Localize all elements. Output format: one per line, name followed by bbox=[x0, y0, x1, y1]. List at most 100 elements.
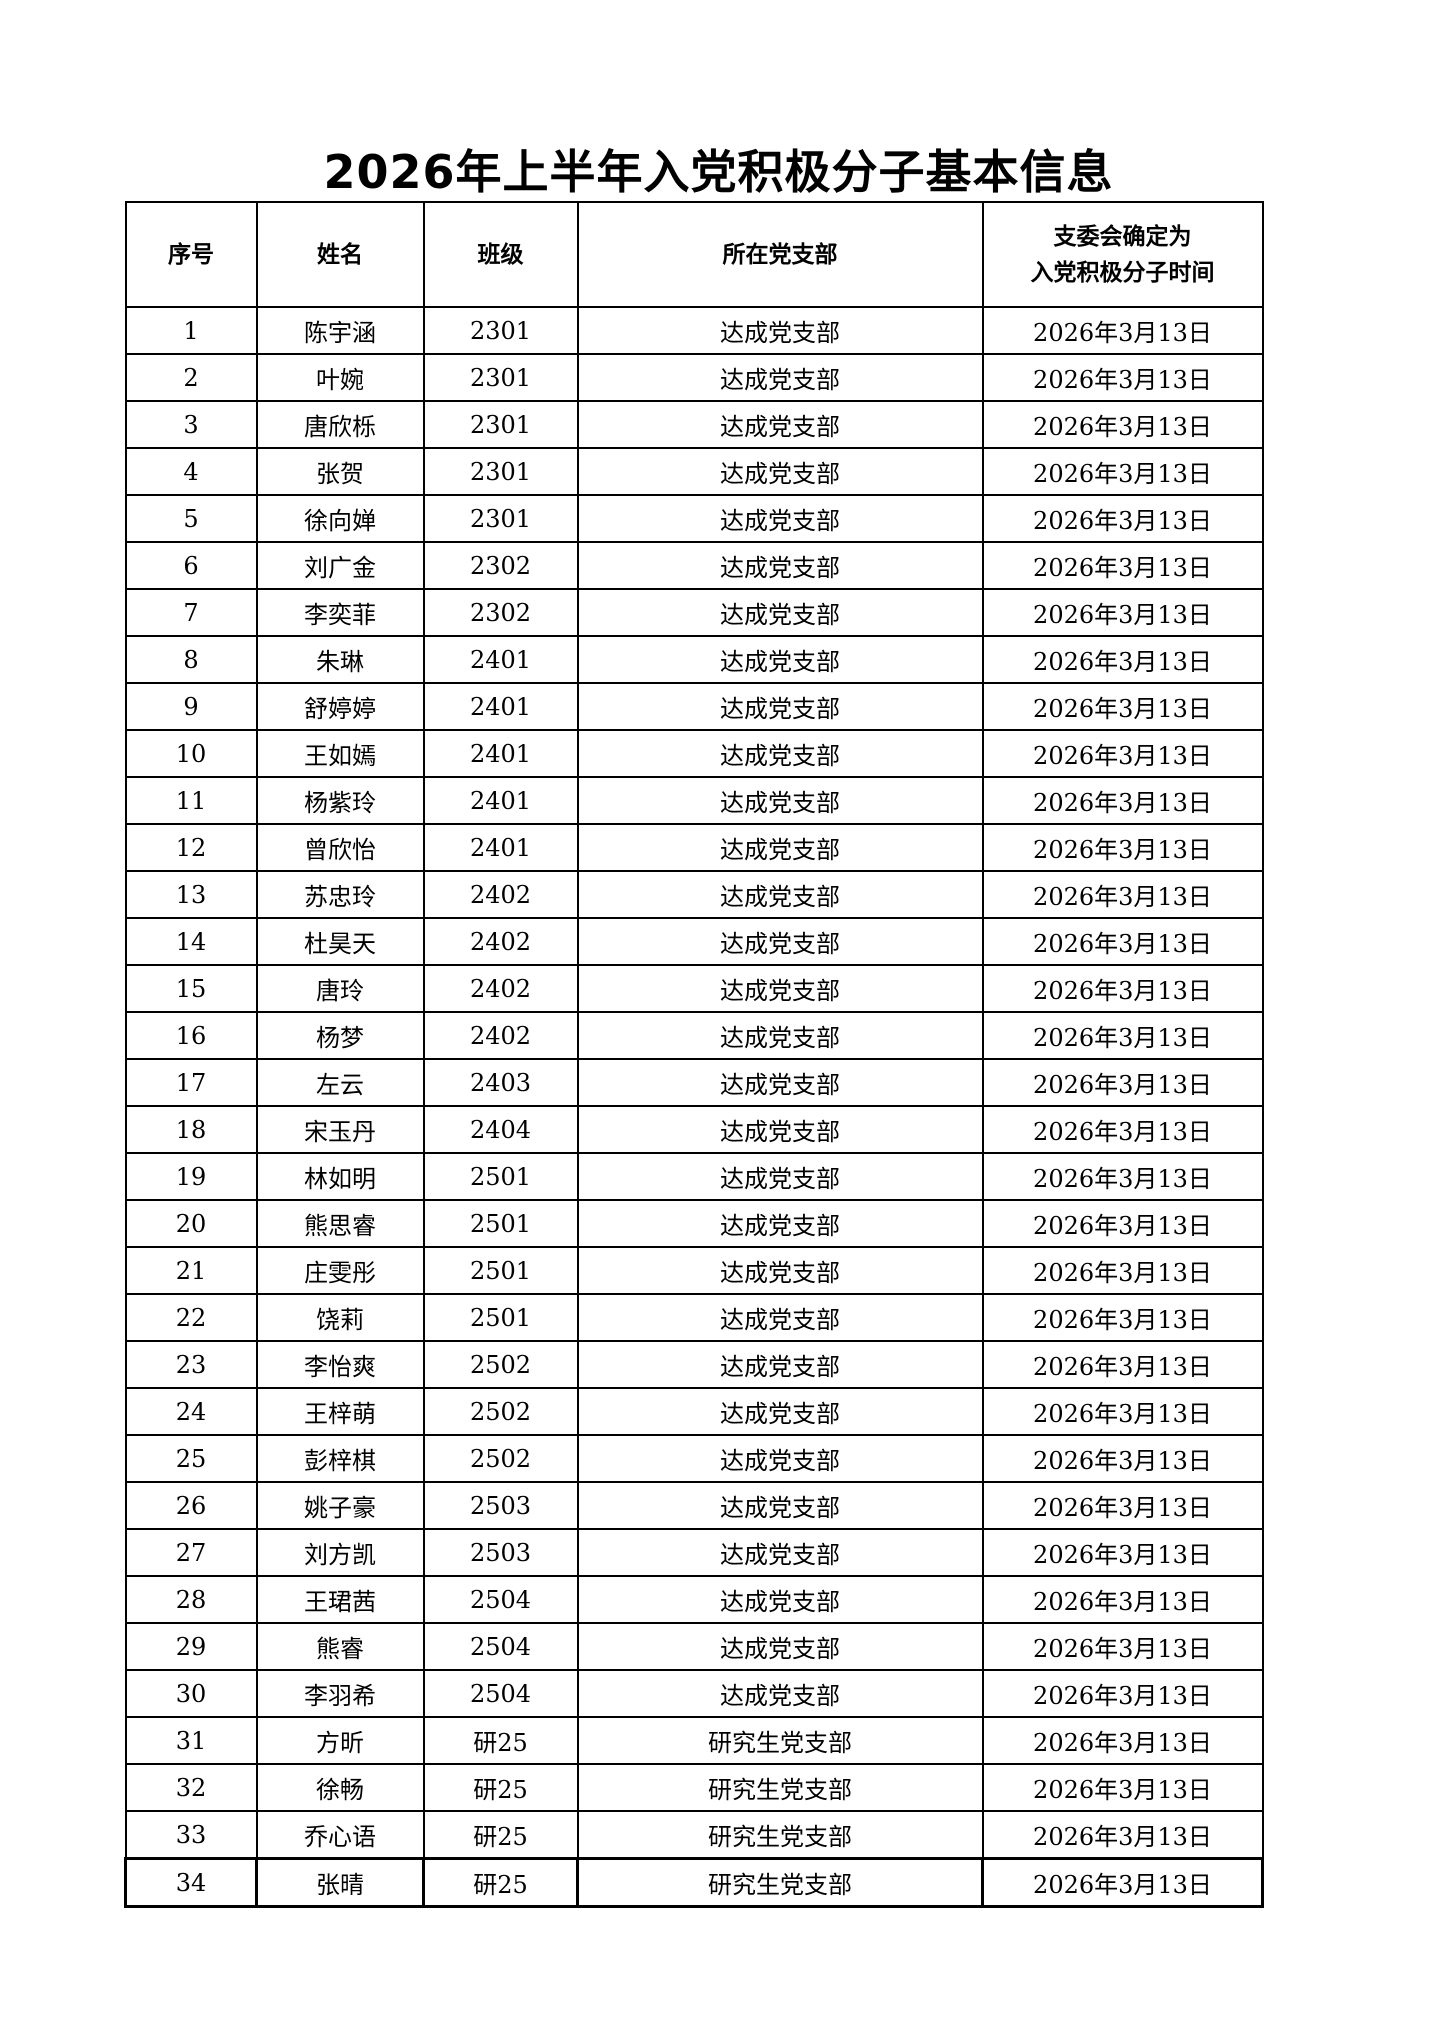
cell-name: 曾欣怡 bbox=[255, 823, 425, 872]
table-row: 34 张晴 研25 研究生党支部 2026年3月13日 bbox=[124, 1857, 1264, 1908]
cell-date: 2026年3月13日 bbox=[981, 1716, 1264, 1765]
cell-branch: 达成党支部 bbox=[576, 682, 984, 731]
cell-index: 25 bbox=[124, 1434, 258, 1483]
cell-name: 杨紫玲 bbox=[255, 776, 425, 825]
table-row: 16 杨梦 2402 达成党支部 2026年3月13日 bbox=[124, 1011, 1264, 1060]
cell-branch: 达成党支部 bbox=[576, 917, 984, 966]
table-row: 25 彭梓棋 2502 达成党支部 2026年3月13日 bbox=[124, 1434, 1264, 1483]
cell-date: 2026年3月13日 bbox=[981, 541, 1264, 590]
cell-name: 刘方凯 bbox=[255, 1528, 425, 1577]
cell-index: 30 bbox=[124, 1669, 258, 1718]
cell-branch: 研究生党支部 bbox=[576, 1716, 984, 1765]
cell-class: 2501 bbox=[422, 1152, 579, 1201]
cell-index: 33 bbox=[124, 1810, 258, 1860]
cell-branch: 达成党支部 bbox=[576, 1575, 984, 1624]
cell-branch: 达成党支部 bbox=[576, 541, 984, 590]
cell-date: 2026年3月13日 bbox=[981, 494, 1264, 543]
cell-class: 2501 bbox=[422, 1293, 579, 1342]
cell-index: 4 bbox=[124, 447, 258, 496]
cell-index: 21 bbox=[124, 1246, 258, 1295]
table-row: 1 陈宇涵 2301 达成党支部 2026年3月13日 bbox=[124, 306, 1264, 355]
cell-class: 2402 bbox=[422, 870, 579, 919]
table-row: 14 杜昊天 2402 达成党支部 2026年3月13日 bbox=[124, 917, 1264, 966]
cell-class: 2504 bbox=[422, 1575, 579, 1624]
cell-branch: 达成党支部 bbox=[576, 1434, 984, 1483]
cell-date: 2026年3月13日 bbox=[981, 1199, 1264, 1248]
table-row: 18 宋玉丹 2404 达成党支部 2026年3月13日 bbox=[124, 1105, 1264, 1154]
cell-index: 34 bbox=[124, 1857, 258, 1908]
cell-index: 18 bbox=[124, 1105, 258, 1154]
table-row: 4 张贺 2301 达成党支部 2026年3月13日 bbox=[124, 447, 1264, 496]
cell-class: 2401 bbox=[422, 635, 579, 684]
table-row: 20 熊思睿 2501 达成党支部 2026年3月13日 bbox=[124, 1199, 1264, 1248]
cell-name: 李怡爽 bbox=[255, 1340, 425, 1389]
cell-branch: 达成党支部 bbox=[576, 1011, 984, 1060]
cell-name: 叶婉 bbox=[255, 353, 425, 402]
cell-class: 2301 bbox=[422, 306, 579, 355]
cell-branch: 达成党支部 bbox=[576, 1481, 984, 1530]
table-row: 28 王珺茜 2504 达成党支部 2026年3月13日 bbox=[124, 1575, 1264, 1624]
cell-date: 2026年3月13日 bbox=[981, 964, 1264, 1013]
page-title: 2026年上半年入党积极分子基本信息 bbox=[323, 145, 1114, 199]
table-row: 8 朱琳 2401 达成党支部 2026年3月13日 bbox=[124, 635, 1264, 684]
cell-date: 2026年3月13日 bbox=[981, 1857, 1264, 1908]
cell-branch: 达成党支部 bbox=[576, 1058, 984, 1107]
table-row: 30 李羽希 2504 达成党支部 2026年3月13日 bbox=[124, 1669, 1264, 1718]
cell-date: 2026年3月13日 bbox=[981, 1669, 1264, 1718]
header-index: 序号 bbox=[124, 201, 258, 308]
table-row: 33 乔心语 研25 研究生党支部 2026年3月13日 bbox=[124, 1810, 1264, 1860]
cell-name: 张晴 bbox=[255, 1857, 425, 1908]
cell-branch: 达成党支部 bbox=[576, 494, 984, 543]
cell-date: 2026年3月13日 bbox=[981, 1528, 1264, 1577]
cell-class: 研25 bbox=[422, 1763, 579, 1812]
cell-class: 2504 bbox=[422, 1669, 579, 1718]
cell-date: 2026年3月13日 bbox=[981, 1810, 1264, 1860]
cell-date: 2026年3月13日 bbox=[981, 729, 1264, 778]
cell-branch: 达成党支部 bbox=[576, 1387, 984, 1436]
cell-branch: 达成党支部 bbox=[576, 823, 984, 872]
cell-index: 5 bbox=[124, 494, 258, 543]
table-row: 27 刘方凯 2503 达成党支部 2026年3月13日 bbox=[124, 1528, 1264, 1577]
cell-name: 熊思睿 bbox=[255, 1199, 425, 1248]
cell-name: 唐玲 bbox=[255, 964, 425, 1013]
cell-class: 2302 bbox=[422, 541, 579, 590]
cell-index: 29 bbox=[124, 1622, 258, 1671]
cell-class: 2503 bbox=[422, 1481, 579, 1530]
cell-name: 熊睿 bbox=[255, 1622, 425, 1671]
cell-name: 宋玉丹 bbox=[255, 1105, 425, 1154]
table-row: 11 杨紫玲 2401 达成党支部 2026年3月13日 bbox=[124, 776, 1264, 825]
cell-index: 27 bbox=[124, 1528, 258, 1577]
cell-date: 2026年3月13日 bbox=[981, 1152, 1264, 1201]
cell-name: 王梓萌 bbox=[255, 1387, 425, 1436]
cell-index: 8 bbox=[124, 635, 258, 684]
table-row: 29 熊睿 2504 达成党支部 2026年3月13日 bbox=[124, 1622, 1264, 1671]
cell-date: 2026年3月13日 bbox=[981, 1293, 1264, 1342]
cell-class: 2404 bbox=[422, 1105, 579, 1154]
cell-index: 32 bbox=[124, 1763, 258, 1812]
table-row: 23 李怡爽 2502 达成党支部 2026年3月13日 bbox=[124, 1340, 1264, 1389]
table-row: 5 徐向婵 2301 达成党支部 2026年3月13日 bbox=[124, 494, 1264, 543]
cell-index: 16 bbox=[124, 1011, 258, 1060]
cell-branch: 达成党支部 bbox=[576, 353, 984, 402]
cell-name: 苏忠玲 bbox=[255, 870, 425, 919]
cell-class: 2503 bbox=[422, 1528, 579, 1577]
cell-index: 2 bbox=[124, 353, 258, 402]
cell-date: 2026年3月13日 bbox=[981, 1058, 1264, 1107]
cell-class: 研25 bbox=[422, 1810, 579, 1860]
cell-name: 彭梓棋 bbox=[255, 1434, 425, 1483]
cell-branch: 达成党支部 bbox=[576, 1622, 984, 1671]
cell-date: 2026年3月13日 bbox=[981, 1011, 1264, 1060]
activists-table: 序号 姓名 班级 所在党支部 支委会确定为 入党积极分子时间 1 陈宇涵 2301 达… bbox=[124, 201, 1264, 1908]
table-row: 7 李奕菲 2302 达成党支部 2026年3月13日 bbox=[124, 588, 1264, 637]
cell-index: 22 bbox=[124, 1293, 258, 1342]
cell-date: 2026年3月13日 bbox=[981, 1246, 1264, 1295]
cell-class: 2302 bbox=[422, 588, 579, 637]
cell-date: 2026年3月13日 bbox=[981, 870, 1264, 919]
header-date: 支委会确定为 入党积极分子时间 bbox=[981, 201, 1264, 308]
table-row: 32 徐畅 研25 研究生党支部 2026年3月13日 bbox=[124, 1763, 1264, 1812]
cell-index: 3 bbox=[124, 400, 258, 449]
cell-date: 2026年3月13日 bbox=[981, 1340, 1264, 1389]
cell-date: 2026年3月13日 bbox=[981, 306, 1264, 355]
cell-branch: 达成党支部 bbox=[576, 447, 984, 496]
cell-date: 2026年3月13日 bbox=[981, 776, 1264, 825]
